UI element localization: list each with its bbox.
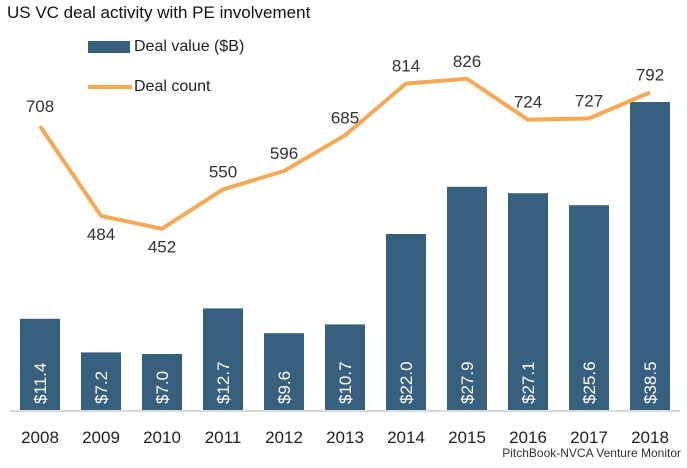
- x-tick-label: 2011: [205, 428, 242, 447]
- line-value-label: 484: [87, 225, 115, 244]
- legend-label: Deal value ($B): [134, 38, 245, 55]
- line-value-label: 452: [148, 238, 176, 257]
- bar: [203, 308, 243, 410]
- chart-title: US VC deal activity with PE involvement: [7, 3, 311, 22]
- bar-value-label: $12.7: [214, 361, 233, 404]
- bar: [325, 324, 365, 410]
- line-value-label: 724: [514, 93, 542, 112]
- line-value-label: 792: [636, 65, 664, 84]
- bar-value-label: $7.2: [92, 371, 111, 404]
- line-value-label: 814: [392, 57, 420, 76]
- bar-value-label: $9.6: [275, 371, 294, 404]
- x-tick-label: 2010: [143, 428, 181, 447]
- bar: [386, 234, 426, 410]
- line-value-label: 708: [26, 97, 54, 116]
- bar: [630, 102, 670, 410]
- legend-swatch-bar: [88, 41, 130, 53]
- x-tick-label: 2014: [387, 428, 425, 447]
- legend-item-deal-value: Deal value ($B): [88, 38, 244, 56]
- x-tick-label: 2013: [326, 428, 364, 447]
- x-tick-label: 2009: [82, 428, 120, 447]
- bar-value-label: $25.6: [580, 361, 599, 404]
- legend-item-deal-count: Deal count: [88, 78, 211, 96]
- bar-value-label: $10.7: [336, 361, 355, 404]
- legend-label: Deal count: [134, 78, 211, 95]
- deal-count-line: [38, 76, 651, 231]
- bar-value-label: $11.4: [31, 363, 50, 404]
- line-value-label: 596: [270, 144, 298, 163]
- bar-value-label: $22.0: [397, 361, 416, 404]
- bar: [508, 193, 548, 410]
- bar-value-label: $38.5: [641, 361, 660, 404]
- x-tick-label: 2012: [265, 428, 303, 447]
- bar-value-label: $27.9: [458, 361, 477, 404]
- bar: [264, 333, 304, 410]
- x-tick-label: 2015: [448, 428, 486, 447]
- line-value-label: 685: [331, 108, 359, 127]
- source-note: PitchBook-NVCA Venture Monitor: [502, 446, 681, 460]
- line-value-label: 727: [575, 91, 603, 110]
- bar: [569, 205, 609, 410]
- bar: [447, 186, 487, 410]
- x-tick-label: 2008: [21, 428, 59, 447]
- x-tick-label: 2017: [570, 428, 608, 447]
- bar: [81, 352, 121, 410]
- x-tick-label: 2018: [631, 428, 669, 447]
- x-tick-label: 2016: [509, 428, 547, 447]
- line-value-label: 550: [209, 162, 237, 181]
- legend-swatch-line: [88, 85, 132, 89]
- bar: [20, 318, 60, 410]
- bar-value-label: $27.1: [519, 361, 538, 404]
- bar: [142, 354, 182, 410]
- line-value-label: 826: [453, 52, 481, 71]
- bar-value-label: $7.0: [153, 371, 172, 404]
